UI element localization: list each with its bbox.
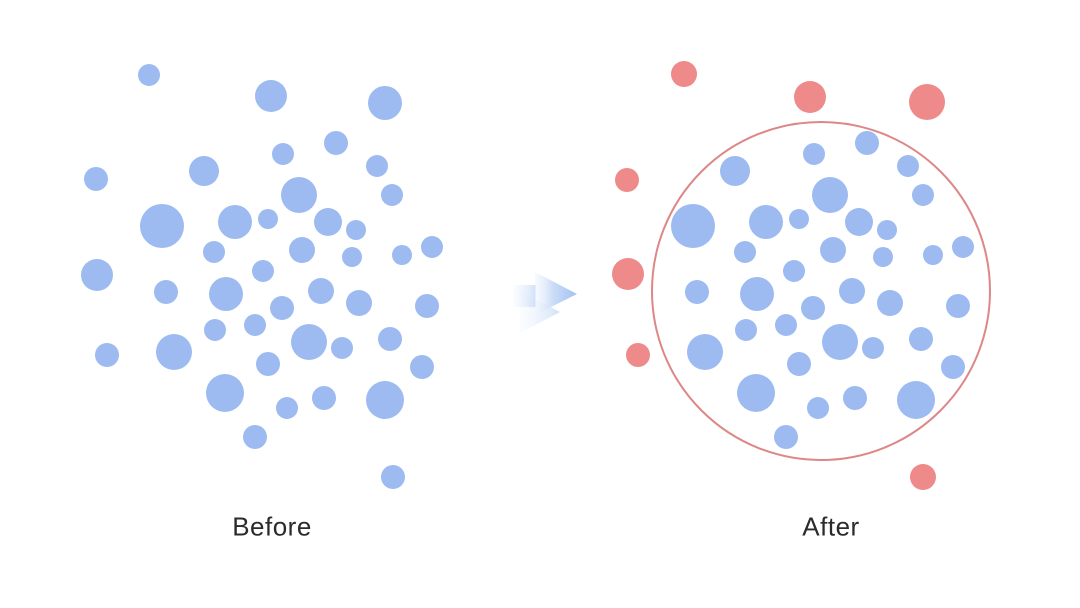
data-dot xyxy=(346,290,372,316)
data-dot xyxy=(281,177,317,213)
data-dot xyxy=(822,324,858,360)
data-dot xyxy=(803,143,825,165)
data-dot xyxy=(154,280,178,304)
data-dot xyxy=(308,278,334,304)
data-dot xyxy=(807,397,829,419)
data-dot xyxy=(789,209,809,229)
data-dot xyxy=(381,184,403,206)
data-dot xyxy=(687,334,723,370)
data-dot xyxy=(272,143,294,165)
data-dot xyxy=(252,260,274,282)
data-dot xyxy=(366,381,404,419)
data-dot xyxy=(138,64,160,86)
data-dot xyxy=(626,343,650,367)
data-dot xyxy=(256,352,280,376)
data-dot xyxy=(368,86,402,120)
data-dot xyxy=(794,81,826,113)
data-dot xyxy=(946,294,970,318)
data-dot xyxy=(923,245,943,265)
data-dot xyxy=(378,327,402,351)
data-dot xyxy=(291,324,327,360)
data-dot xyxy=(909,327,933,351)
data-dot xyxy=(873,247,893,267)
data-dot xyxy=(877,290,903,316)
data-dot xyxy=(897,381,935,419)
data-dot xyxy=(952,236,974,258)
data-dot xyxy=(342,247,362,267)
data-dot xyxy=(276,397,298,419)
data-dot xyxy=(877,220,897,240)
data-dot xyxy=(346,220,366,240)
data-dot xyxy=(787,352,811,376)
before-dot-cluster xyxy=(81,64,443,489)
data-dot xyxy=(314,208,342,236)
data-dot xyxy=(735,319,757,341)
cluster-boundary-circle xyxy=(651,121,991,461)
data-dot xyxy=(258,209,278,229)
data-dot xyxy=(820,237,846,263)
data-dot xyxy=(366,155,388,177)
data-dot xyxy=(95,343,119,367)
data-dot xyxy=(897,155,919,177)
after-label: After xyxy=(802,511,860,542)
data-dot xyxy=(843,386,867,410)
data-dot xyxy=(415,294,439,318)
data-dot xyxy=(734,241,756,263)
data-dot xyxy=(839,278,865,304)
data-dot xyxy=(244,314,266,336)
after-outlier-dots xyxy=(612,61,945,490)
data-dot xyxy=(775,314,797,336)
data-dot xyxy=(671,204,715,248)
arrow-head-shape xyxy=(535,272,577,315)
data-dot xyxy=(774,425,798,449)
data-dot xyxy=(910,464,936,490)
arrow-tail-shape xyxy=(513,285,536,307)
data-dot xyxy=(855,131,879,155)
data-dot xyxy=(204,319,226,341)
data-dot xyxy=(324,131,348,155)
data-dot xyxy=(312,386,336,410)
data-dot xyxy=(740,277,774,311)
data-dot xyxy=(381,465,405,489)
data-dot xyxy=(206,374,244,412)
data-dot xyxy=(84,167,108,191)
data-dot xyxy=(140,204,184,248)
data-dot xyxy=(671,61,697,87)
data-dot xyxy=(270,296,294,320)
data-dot xyxy=(209,277,243,311)
data-dot xyxy=(720,156,750,186)
data-dot xyxy=(615,168,639,192)
data-dot xyxy=(912,184,934,206)
data-dot xyxy=(218,205,252,239)
data-dot xyxy=(81,259,113,291)
data-dot xyxy=(612,258,644,290)
data-dot xyxy=(783,260,805,282)
data-dot xyxy=(737,374,775,412)
data-dot xyxy=(410,355,434,379)
data-dot xyxy=(392,245,412,265)
data-dot xyxy=(909,84,945,120)
before-label: Before xyxy=(232,511,312,542)
data-dot xyxy=(749,205,783,239)
transition-arrow-icon xyxy=(513,272,577,333)
data-dot xyxy=(255,80,287,112)
data-dot xyxy=(941,355,965,379)
data-dot xyxy=(243,425,267,449)
data-dot xyxy=(289,237,315,263)
data-dot xyxy=(862,337,884,359)
after-dot-cluster xyxy=(671,131,974,449)
data-dot xyxy=(801,296,825,320)
data-dot xyxy=(156,334,192,370)
data-dot xyxy=(845,208,873,236)
data-dot xyxy=(203,241,225,263)
data-dot xyxy=(189,156,219,186)
data-dot xyxy=(812,177,848,213)
data-dot xyxy=(685,280,709,304)
data-dot xyxy=(421,236,443,258)
data-dot xyxy=(331,337,353,359)
